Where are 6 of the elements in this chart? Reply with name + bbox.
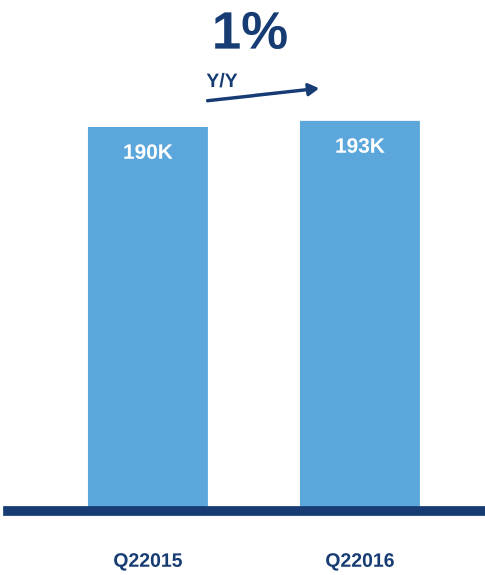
data-label: 190K (124, 144, 173, 159)
x-tick-label: Q22015 (114, 553, 182, 571)
text: 1% (215, 12, 287, 50)
x-tick-label: Q22016 (326, 553, 394, 571)
text: Y/Y (206, 72, 238, 88)
data-label: 193K (336, 138, 385, 153)
